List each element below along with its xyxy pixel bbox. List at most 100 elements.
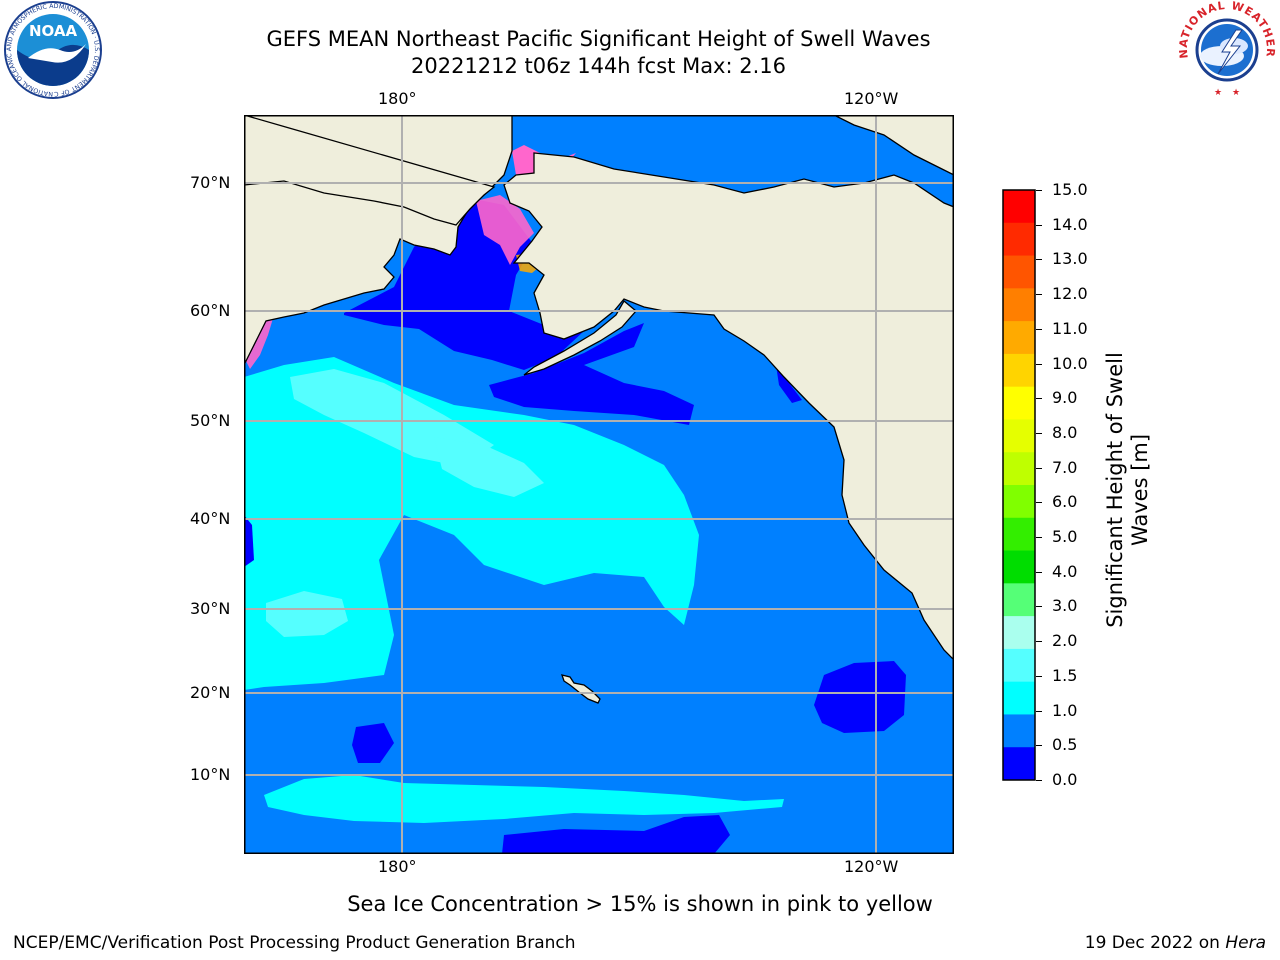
colorbar-tick-label: 11.0: [1052, 318, 1088, 338]
colorbar-tick: [1036, 328, 1042, 330]
colorbar-tick-label: 10.0: [1052, 353, 1088, 373]
colorbar-tick-label: 14.0: [1052, 214, 1088, 234]
sea-ice-west-coast: [246, 315, 274, 369]
colorbar-swatch: [1003, 222, 1035, 257]
colorbar-tick: [1036, 294, 1042, 296]
colorbar-tick: [1036, 467, 1042, 469]
colorbar-swatch: [1003, 452, 1035, 486]
lat-label-70n: 70°N: [190, 173, 231, 192]
calm-zone-west: [352, 723, 394, 763]
colorbar-tick-label: 8.0: [1052, 422, 1078, 442]
swell-zone-lightcyan-3: [266, 591, 348, 637]
lon-label-top-120w: 120°W: [844, 89, 899, 108]
colorbar-tick: [1036, 571, 1042, 573]
colorbar-tick-label: 1.5: [1052, 665, 1078, 685]
colorbar-swatch: [1003, 517, 1035, 552]
swell-map: [244, 115, 954, 854]
swell-zone-lightcyan-2: [434, 437, 544, 497]
map-title: GEFS MEAN Northeast Pacific Significant …: [266, 27, 931, 51]
colorbar-swatch: [1003, 550, 1035, 584]
colorbar-tick-label: 5.0: [1052, 527, 1078, 547]
colorbar-tick: [1036, 398, 1042, 400]
colorbar-tick: [1036, 224, 1042, 226]
svg-text:★: ★: [1232, 88, 1240, 98]
colorbar-tick: [1036, 190, 1042, 191]
land-siberia-north: [244, 115, 496, 226]
colorbar-swatch: [1003, 485, 1035, 519]
lat-label-10n: 10°N: [190, 765, 231, 784]
colorbar-tick-label: 0.0: [1052, 770, 1078, 789]
land-hawaii: [561, 674, 601, 704]
colorbar-tick: [1036, 502, 1042, 504]
lat-label-20n: 20°N: [190, 683, 231, 702]
footer-date-text: 19 Dec 2022 on: [1084, 933, 1226, 953]
land-north-america: [503, 152, 954, 661]
swell-zone-cyan: [244, 357, 699, 690]
colorbar-swatch: [1003, 648, 1035, 683]
colorbar-swatch: [1003, 616, 1035, 650]
lat-label-50n: 50°N: [190, 411, 231, 430]
colorbar-tick-label: 2.0: [1052, 631, 1078, 651]
colorbar-swatch: [1003, 583, 1035, 617]
colorbar-tick: [1036, 710, 1042, 712]
lon-label-bottom-120w: 120°W: [844, 857, 899, 876]
colorbar-swatch: [1003, 255, 1035, 289]
colorbar-tick: [1036, 432, 1042, 434]
colorbar-swatch: [1003, 190, 1035, 224]
graticule: [244, 115, 954, 854]
colorbar-tick-label: 3.0: [1052, 596, 1078, 616]
colorbar-tick-label: 12.0: [1052, 284, 1088, 304]
lat-label-60n: 60°N: [190, 301, 231, 320]
nws-logo: NATIONAL WEATHER SERVICE ★ ★: [1174, 0, 1276, 98]
colorbar-tick-label: 7.0: [1052, 457, 1078, 477]
colorbar-tick-label: 0.5: [1052, 735, 1078, 755]
footer-branch: NCEP/EMC/Verification Post Processing Pr…: [13, 933, 576, 953]
calm-zone-south: [502, 815, 730, 854]
colorbar-swatch: [1003, 681, 1035, 715]
colorbar-tick-label: 1.0: [1052, 700, 1078, 720]
svg-text:Significant Height of Swell: Significant Height of Swell: [1103, 352, 1127, 628]
footer-machine: Hera: [1225, 933, 1266, 953]
lon-label-top-180: 180°: [378, 89, 417, 108]
calm-zone-baja: [814, 661, 906, 733]
colorbar: [1002, 189, 1036, 781]
colorbar-swatch: [1003, 288, 1035, 322]
colorbar-tick: [1036, 259, 1042, 261]
footer-date: 19 Dec 2022 on Hera: [1085, 933, 1266, 953]
colorbar-tick-label: 9.0: [1052, 388, 1078, 408]
colorbar-tick-label: 15.0: [1052, 180, 1088, 199]
noaa-logo: NATIONAL OCEANIC AND ATMOSPHERIC ADMINIS…: [0, 0, 102, 99]
colorbar-tick: [1036, 745, 1042, 747]
sea-ice-note: Sea Ice Concentration > 15% is shown in …: [347, 892, 933, 916]
colorbar-swatch: [1003, 747, 1035, 781]
sea-ice-bering-strait: [476, 195, 534, 265]
colorbar-tick: [1036, 780, 1042, 781]
colorbar-title: Significant Height of Swell Waves [m]: [1103, 352, 1152, 628]
map-subtitle: 20221212 t06z 144h fcst Max: 2.16: [411, 54, 786, 78]
svg-text:Waves [m]: Waves [m]: [1128, 434, 1152, 546]
svg-text:★: ★: [1214, 88, 1222, 98]
lat-label-40n: 40°N: [190, 509, 231, 528]
colorbar-tick-label: 13.0: [1052, 249, 1088, 269]
colorbar-tick-label: 6.0: [1052, 492, 1078, 512]
colorbar-swatch: [1003, 353, 1035, 388]
svg-text:NOAA: NOAA: [29, 22, 78, 40]
colorbar-swatch: [1003, 419, 1035, 453]
colorbar-tick: [1036, 675, 1042, 677]
colorbar-tick: [1036, 537, 1042, 539]
colorbar-swatch: [1003, 321, 1035, 355]
lat-label-30n: 30°N: [190, 599, 231, 618]
map-frame: [244, 115, 954, 854]
swell-zone-cyan-south: [264, 775, 784, 823]
colorbar-tick: [1036, 363, 1042, 365]
colorbar-tick: [1036, 641, 1042, 643]
colorbar-swatch: [1003, 386, 1035, 420]
colorbar-tick-label: 4.0: [1052, 561, 1078, 581]
calm-zone-gulf-alaska: [489, 323, 694, 425]
colorbar-tick: [1036, 606, 1042, 608]
lon-label-bottom-180: 180°: [378, 857, 417, 876]
land-canadian-arctic: [833, 115, 954, 176]
calm-zone-far-west: [244, 515, 254, 567]
colorbar-swatch: [1003, 714, 1035, 748]
land-alaska-peninsula: [523, 300, 637, 376]
